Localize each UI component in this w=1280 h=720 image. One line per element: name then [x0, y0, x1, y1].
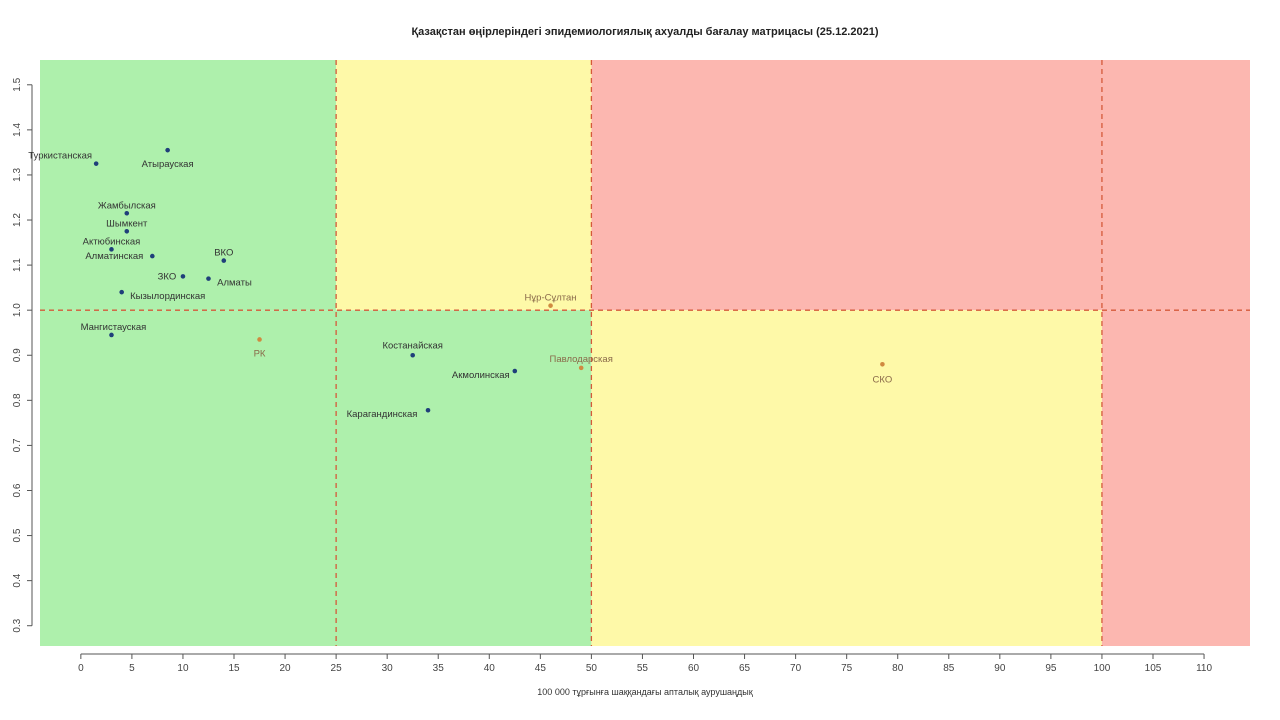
data-point	[880, 361, 885, 367]
point-label: Туркистанская	[28, 151, 92, 162]
x-tick-label: 90	[994, 663, 1006, 674]
point-label: Актюбинская	[83, 236, 141, 247]
y-tick-label: 0.9	[12, 348, 23, 362]
chart-title: Қазақстан өңірлеріндегі эпидемиологиялық…	[411, 26, 879, 38]
x-tick-label: 5	[129, 663, 135, 674]
y-tick-label: 1.4	[12, 122, 23, 136]
x-tick-label: 110	[1196, 663, 1212, 674]
y-tick-label: 1.5	[12, 77, 23, 91]
x-tick-label: 45	[535, 663, 547, 674]
x-tick-label: 105	[1145, 663, 1162, 674]
data-point	[93, 161, 99, 166]
point-label: Шымкент	[106, 218, 148, 229]
zone-green	[40, 60, 337, 311]
y-tick-label: 0.8	[12, 393, 23, 407]
zone-yellow	[336, 60, 592, 311]
x-tick-label: 50	[586, 663, 598, 674]
x-tick-label: 75	[841, 663, 853, 674]
y-tick-label: 0.3	[12, 618, 23, 632]
axes-layer: 0 5 10 15 20 25 30 35 40 45 50 55 60 65 70 75 80 85 90 95 10…	[12, 77, 1212, 674]
x-tick-label: 80	[892, 663, 904, 674]
data-point	[206, 276, 211, 281]
zone-green	[40, 310, 592, 646]
data-point	[221, 258, 227, 263]
x-tick-label: 70	[790, 663, 802, 674]
point-label: Атырауская	[142, 159, 194, 170]
y-tick-label: 1.3	[12, 168, 23, 182]
point-label: Карагандинская	[347, 409, 418, 420]
point-label: СКО	[873, 374, 893, 385]
x-tick-label: 25	[331, 663, 343, 674]
x-tick-label: 60	[688, 663, 700, 674]
y-tick-label: 1.2	[12, 213, 23, 227]
point-label: Нұр-Сұлтан	[525, 293, 577, 304]
point-label: РК	[254, 348, 266, 359]
data-point	[109, 247, 114, 252]
data-point	[124, 210, 130, 216]
data-point	[257, 337, 262, 342]
data-point	[512, 368, 518, 374]
point-label: Алматинская	[85, 251, 143, 262]
point-label: Мангистауская	[81, 322, 147, 333]
x-tick-label: 15	[228, 663, 240, 674]
data-point	[119, 289, 124, 295]
x-tick-label: 65	[739, 663, 751, 674]
threshold-lines	[40, 60, 1250, 646]
x-tick-label: 100	[1094, 663, 1111, 674]
point-label: Алматы	[217, 278, 252, 289]
data-point	[180, 274, 186, 279]
data-point	[109, 332, 114, 338]
point-label: ВКО	[214, 248, 233, 259]
zone-red	[591, 60, 1250, 311]
data-point	[425, 407, 431, 413]
point-label: Павлодарская	[550, 354, 613, 365]
x-tick-label: 40	[484, 663, 496, 674]
x-tick-label: 35	[433, 663, 445, 674]
x-tick-label: 85	[943, 663, 955, 674]
y-tick-label: 1.1	[12, 258, 23, 272]
point-label: Кызылординская	[130, 291, 205, 302]
data-point	[124, 228, 130, 234]
y-tick-label: 0.4	[12, 573, 23, 587]
x-tick-label: 55	[637, 663, 649, 674]
data-point	[150, 253, 155, 259]
point-label: Костанайская	[382, 340, 442, 351]
x-tick-label: 0	[78, 663, 84, 674]
zone-red	[1101, 310, 1250, 646]
data-point	[165, 147, 170, 153]
x-tick-label: 30	[382, 663, 394, 674]
data-point	[410, 352, 416, 358]
x-tick-label: 95	[1045, 663, 1057, 674]
x-tick-label: 20	[280, 663, 292, 674]
point-label: Жамбылская	[98, 200, 156, 211]
zone-layer	[40, 60, 1250, 646]
zone-yellow	[591, 310, 1102, 646]
y-tick-label: 0.5	[12, 528, 23, 542]
point-label: ЗКО	[158, 271, 177, 282]
data-point	[578, 365, 584, 371]
y-tick-label: 1.0	[12, 303, 23, 317]
y-tick-label: 0.6	[12, 483, 23, 497]
data-point	[548, 303, 553, 308]
y-tick-label: 0.7	[12, 438, 23, 452]
x-tick-label: 10	[177, 663, 189, 674]
point-label: Акмолинская	[452, 370, 510, 381]
x-axis-label: 100 000 тұрғынға шаққандағы апталық ауру…	[537, 687, 753, 697]
points-layer: Туркистанская Атырауская Жамбылская Шымкент…	[28, 147, 893, 420]
